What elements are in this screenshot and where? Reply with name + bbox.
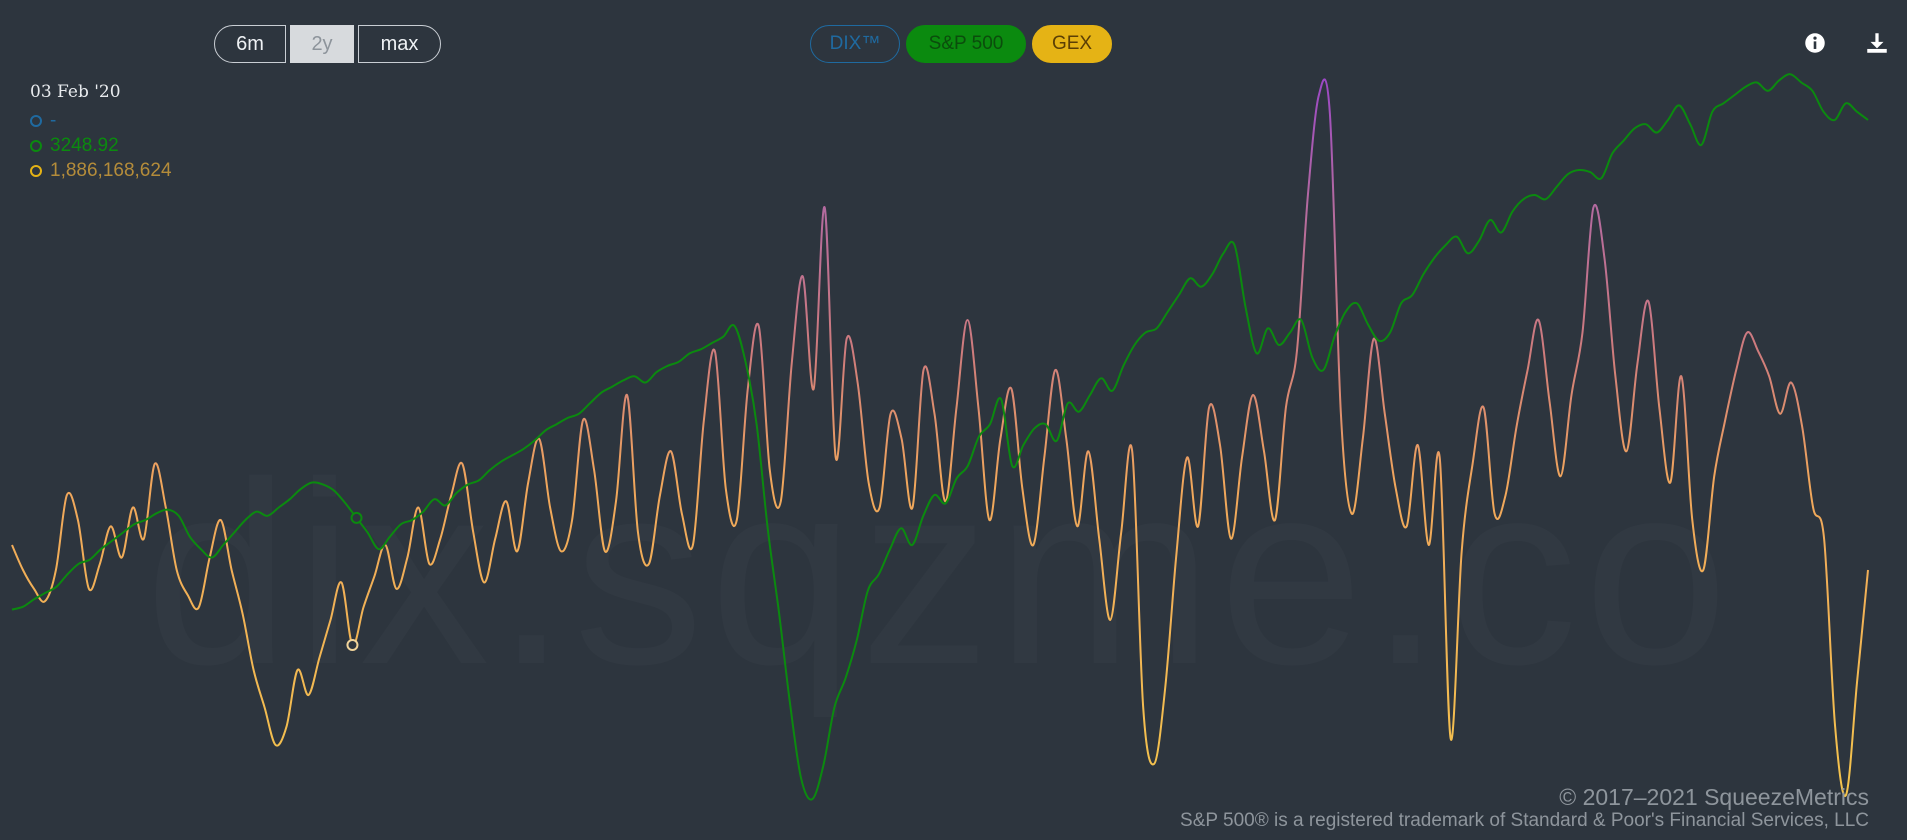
trademark-text: S&P 500® is a registered trademark of St…	[1180, 810, 1869, 831]
tooltip-dix-value: -	[50, 109, 57, 131]
sp500-toggle-button[interactable]: S&P 500	[906, 25, 1026, 63]
range-selector: 6m 2y max	[214, 25, 441, 63]
range-6m-button[interactable]: 6m	[214, 25, 286, 63]
tooltip-dix-row: -	[30, 108, 172, 133]
spx-marker-icon	[30, 139, 42, 152]
info-icon[interactable]	[1802, 30, 1828, 56]
gex-marker-icon	[30, 164, 42, 177]
range-max-button[interactable]: max	[358, 25, 441, 63]
series-toggles: DIX™ S&P 500 GEX	[810, 25, 1112, 63]
tooltip-date: 03 Feb '20	[30, 82, 121, 102]
sp500-series-line	[11, 73, 1869, 801]
dix-toggle-button[interactable]: DIX™	[810, 25, 900, 63]
gex-series-line	[11, 78, 1869, 798]
tooltip-spx-value: 3248.92	[50, 134, 119, 156]
tooltip-gex-value: 1,886,168,624	[50, 159, 172, 181]
hover-tooltip: 03 Feb '20 - 3248.92 1,886,168,624	[30, 82, 172, 183]
copyright-text: © 2017–2021 SqueezeMetrics	[1559, 784, 1869, 810]
gex-hover-point	[346, 639, 359, 651]
tooltip-gex-row: 1,886,168,624	[30, 158, 172, 183]
download-icon[interactable]	[1864, 30, 1890, 56]
gex-toggle-button[interactable]: GEX	[1032, 25, 1112, 63]
tooltip-spx-row: 3248.92	[30, 133, 172, 158]
dix-marker-icon	[30, 114, 42, 127]
range-2y-button[interactable]: 2y	[290, 25, 354, 63]
sp500-hover-point	[350, 511, 363, 524]
